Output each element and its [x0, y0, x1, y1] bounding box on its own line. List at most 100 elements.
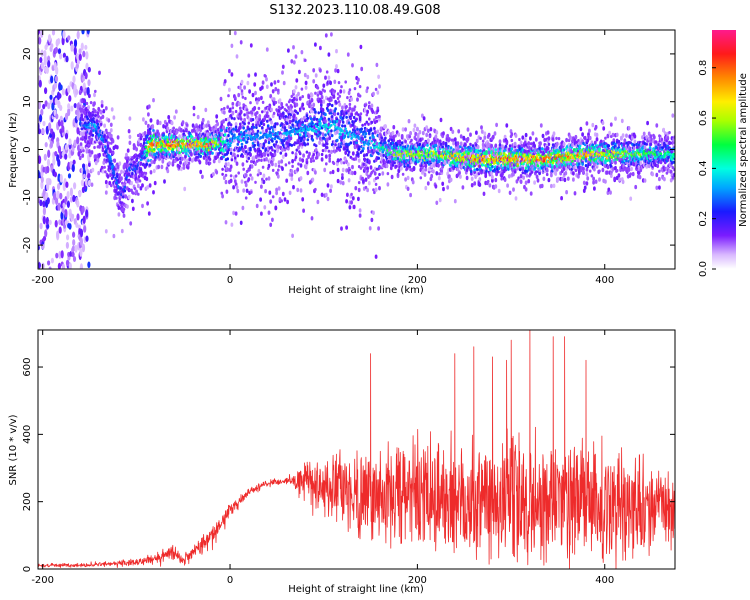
- heatmap-cell: [238, 101, 241, 107]
- heatmap-cell: [351, 196, 355, 201]
- heatmap-cell: [115, 196, 118, 200]
- heatmap-cell: [330, 32, 333, 37]
- heatmap-cell: [281, 166, 284, 171]
- heatmap-cell: [339, 132, 343, 136]
- heatmap-cell: [128, 116, 132, 121]
- heatmap-cell: [142, 117, 145, 122]
- heatmap-cell: [376, 106, 380, 110]
- heatmap-cell: [312, 153, 316, 157]
- heatmap-cell: [360, 127, 364, 131]
- heatmap-cell: [304, 143, 307, 147]
- heatmap-cell: [61, 263, 65, 269]
- heatmap-cell: [291, 164, 294, 168]
- heatmap-cell: [257, 97, 261, 102]
- heatmap-cell: [128, 134, 132, 140]
- heatmap-cell: [48, 219, 52, 226]
- heatmap-cell: [219, 96, 223, 102]
- heatmap-cell: [259, 197, 262, 202]
- heatmap-cell: [97, 170, 101, 176]
- heatmap-cell: [221, 172, 224, 176]
- heatmap-cell: [444, 143, 448, 147]
- heatmap-cell: [311, 177, 315, 182]
- heatmap-cell: [224, 220, 228, 225]
- heatmap-cell: [39, 199, 43, 207]
- heatmap-cell: [239, 220, 243, 225]
- heatmap-cell: [274, 206, 278, 211]
- heatmap-cell: [67, 107, 71, 117]
- heatmap-cell: [38, 262, 41, 269]
- heatmap-cell: [243, 113, 246, 117]
- heatmap-cell: [234, 109, 238, 114]
- heatmap-cell: [459, 141, 463, 146]
- heatmap-cell: [85, 178, 89, 187]
- heatmap-cell: [270, 120, 273, 125]
- heatmap-cell: [123, 185, 127, 189]
- heatmap-cell: [100, 100, 104, 105]
- heatmap-cell: [348, 205, 352, 210]
- heatmap-cell: [326, 196, 330, 202]
- heatmap-cell: [78, 190, 82, 198]
- heatmap-cell: [192, 105, 196, 111]
- heatmap-cell: [392, 125, 396, 130]
- heatmap-cell: [93, 101, 96, 106]
- heatmap-cell: [249, 173, 252, 177]
- heatmap-cell: [78, 53, 82, 61]
- heatmap-cell: [122, 213, 126, 218]
- heatmap-cell: [351, 151, 355, 156]
- heatmap-cell: [277, 88, 280, 92]
- heatmap-cell: [425, 132, 429, 138]
- heatmap-cell: [57, 158, 61, 167]
- heatmap-cell: [65, 181, 69, 188]
- heatmap-cell: [239, 109, 243, 115]
- heatmap-cell: [122, 166, 126, 170]
- heatmap-cell: [434, 134, 438, 139]
- heatmap-cell: [458, 171, 461, 175]
- heatmap-cell: [372, 210, 375, 215]
- heatmap-cell: [416, 126, 419, 132]
- heatmap-cell: [408, 165, 412, 169]
- heatmap-cell: [249, 152, 252, 157]
- heatmap-cell: [229, 164, 233, 169]
- heatmap-cell: [401, 172, 405, 176]
- heatmap-cell: [225, 189, 229, 194]
- heatmap-cell: [326, 108, 330, 112]
- heatmap-cell: [270, 82, 273, 87]
- heatmap-cell: [287, 48, 290, 53]
- heatmap-cell: [426, 181, 430, 186]
- heatmap-cell: [102, 109, 106, 114]
- heatmap-cell: [215, 170, 219, 175]
- heatmap-cell: [404, 127, 407, 132]
- heatmap-cell: [357, 181, 361, 185]
- heatmap-cell: [356, 97, 359, 102]
- heatmap-cell: [46, 197, 50, 205]
- heatmap-cell: [226, 157, 229, 161]
- heatmap-cell: [243, 117, 247, 123]
- heatmap-cell: [318, 140, 321, 145]
- heatmap-cell: [243, 122, 246, 126]
- heatmap-cell: [434, 144, 438, 148]
- heatmap-cell: [314, 170, 317, 175]
- heatmap-cell: [231, 111, 235, 116]
- heatmap-cell: [230, 43, 234, 48]
- heatmap-cell: [366, 86, 369, 90]
- heatmap-cell: [38, 47, 41, 56]
- heatmap-cell: [497, 188, 501, 194]
- heatmap-cell: [244, 96, 247, 101]
- heatmap-cell: [273, 125, 277, 129]
- heatmap-cell: [406, 175, 410, 181]
- heatmap-cell: [195, 158, 198, 162]
- heatmap-cell: [352, 204, 356, 210]
- heatmap-cell: [44, 229, 48, 238]
- heatmap-cell: [248, 127, 251, 131]
- heatmap-cell: [432, 169, 435, 174]
- heatmap-cell: [385, 163, 389, 169]
- heatmap-cell: [131, 206, 135, 211]
- heatmap-cell: [363, 108, 367, 113]
- heatmap-cell: [273, 152, 277, 157]
- heatmap-cell: [128, 140, 132, 145]
- heatmap-cell: [62, 202, 66, 208]
- heatmap-cell: [276, 122, 279, 126]
- heatmap-cell: [324, 112, 327, 117]
- heatmap-cell: [84, 44, 88, 50]
- heatmap-cell: [250, 176, 254, 181]
